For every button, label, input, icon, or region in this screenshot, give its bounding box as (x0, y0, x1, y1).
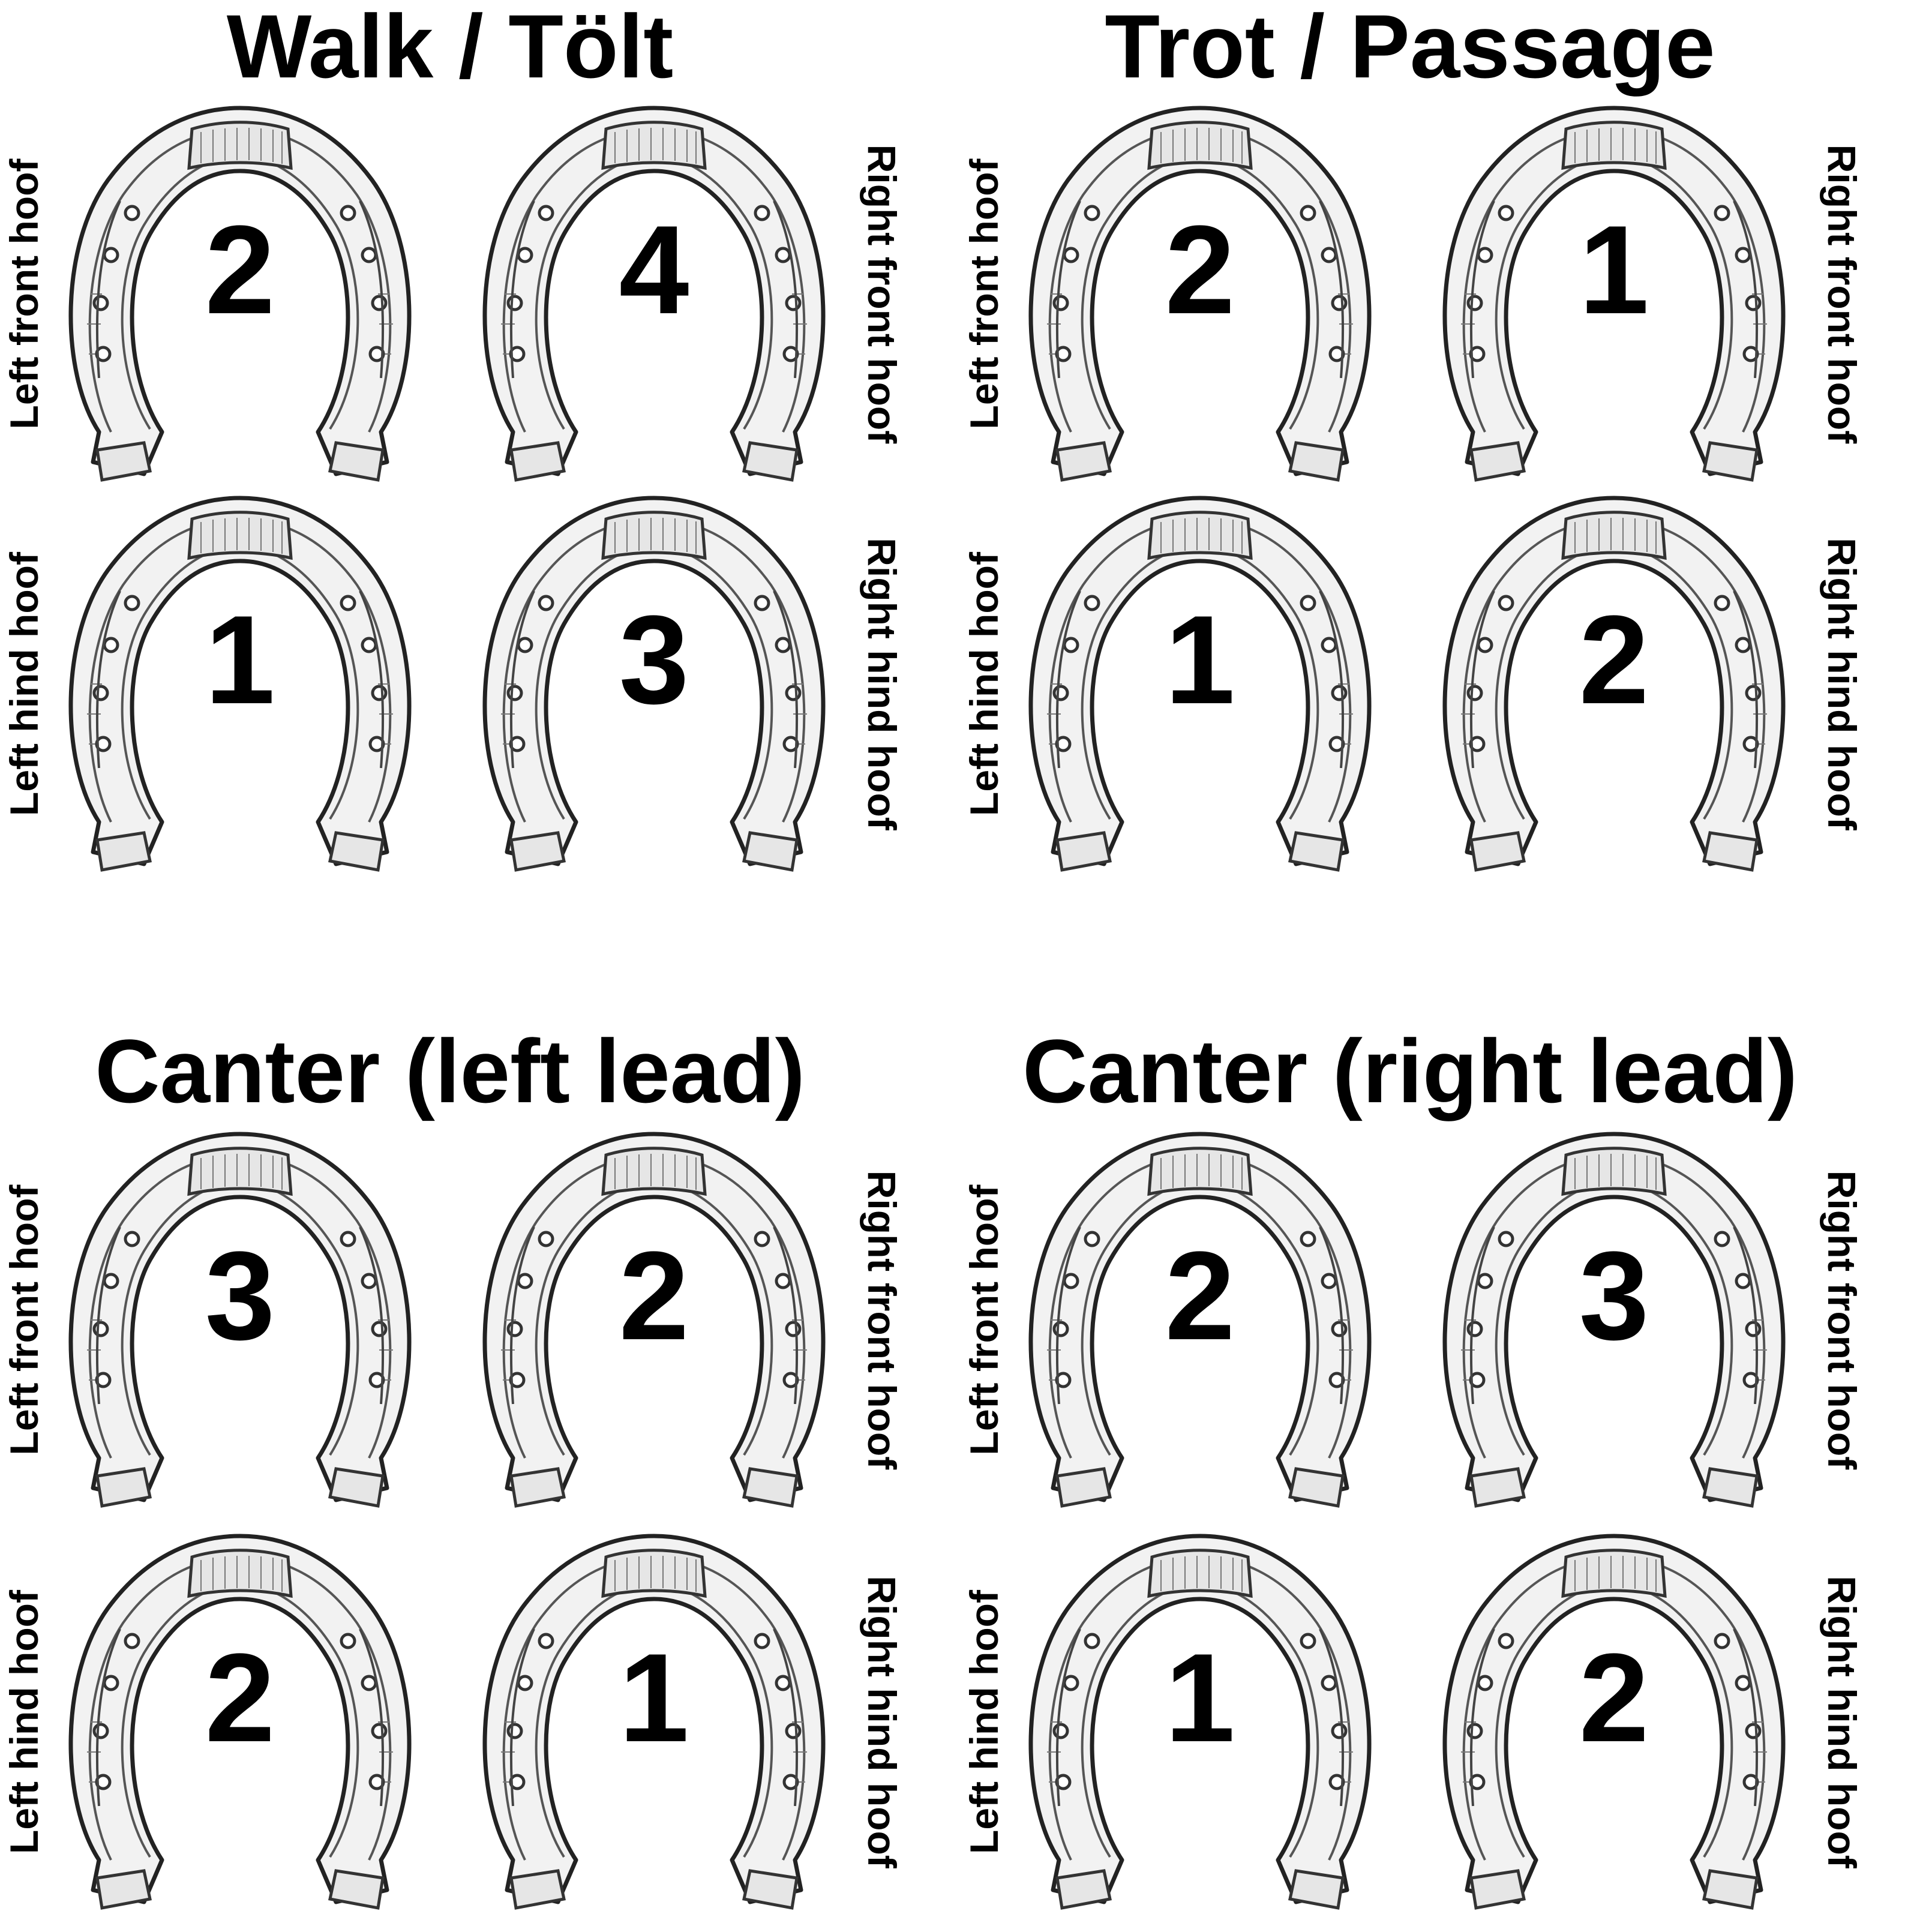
hoof-left-hind: 1 (54, 486, 426, 882)
footfall-order-number: 1 (1165, 1627, 1235, 1768)
gait-panel: Canter (right lead) 2 Left front hoof 3 Righ… (960, 960, 1920, 1920)
footfall-order-number: 4 (619, 199, 689, 340)
gait-panel: Canter (left lead) 3 Left front hoof 2 Right… (0, 960, 960, 1920)
hoof-left-hind: 2 (54, 1524, 426, 1920)
hoof-right-front: 1 (1428, 96, 1800, 492)
hoof-label-left-hind: Left hind hoof (2, 1590, 46, 1854)
gait-title: Walk / Tölt (226, 0, 674, 97)
hoof-label-left-hind: Left hind hoof (2, 552, 46, 816)
footfall-order-number: 3 (1579, 1225, 1649, 1366)
hoof-label-right-hind: Right hind hoof (1820, 1576, 1864, 1868)
hoof-right-front: 3 (1428, 1122, 1800, 1518)
footfall-order-number: 2 (1165, 1225, 1235, 1366)
hoof-right-front: 2 (468, 1122, 840, 1518)
hoof-label-left-front: Left front hoof (962, 1184, 1006, 1456)
footfall-order-number: 2 (1579, 1627, 1649, 1768)
hoof-label-right-hind: Right hind hoof (860, 538, 904, 830)
hoof-label-left-hind: Left hind hoof (962, 552, 1006, 816)
hoof-label-right-front: Right front hoof (1820, 144, 1864, 444)
hoof-left-front: 2 (1014, 96, 1386, 492)
hoof-label-left-front: Left front hoof (962, 158, 1006, 430)
hoof-left-front: 2 (54, 96, 426, 492)
footfall-order-number: 2 (205, 1627, 275, 1768)
hoof-left-front: 2 (1014, 1122, 1386, 1518)
footfall-order-number: 1 (1165, 589, 1235, 730)
footfall-order-number: 1 (619, 1627, 689, 1768)
hoof-label-right-hind: Right hind hoof (1820, 538, 1864, 830)
footfall-order-number: 2 (1579, 589, 1649, 730)
hoof-label-left-front: Left front hoof (2, 158, 46, 430)
gait-title: Canter (left lead) (95, 1021, 805, 1121)
footfall-order-number: 2 (205, 199, 275, 340)
hoof-left-front: 3 (54, 1122, 426, 1518)
gait-title: Trot / Passage (1105, 0, 1715, 97)
hoof-label-right-front: Right front hoof (1820, 1170, 1864, 1470)
footfall-order-number: 1 (1579, 199, 1649, 340)
hoof-right-hind: 1 (468, 1524, 840, 1920)
footfall-order-number: 2 (1165, 199, 1235, 340)
footfall-order-number: 3 (619, 589, 689, 730)
hoof-right-hind: 2 (1428, 1524, 1800, 1920)
hoof-right-hind: 2 (1428, 486, 1800, 882)
hoof-label-right-front: Right front hoof (860, 1170, 904, 1470)
footfall-order-number: 1 (205, 589, 275, 730)
hoof-label-right-front: Right front hoof (860, 144, 904, 444)
hoof-label-right-hind: Right hind hoof (860, 1576, 904, 1868)
gait-panel: Trot / Passage 2 Left front hoof 1 Right fro… (960, 0, 1920, 960)
footfall-order-number: 3 (205, 1225, 275, 1366)
hoof-label-left-front: Left front hoof (2, 1184, 46, 1456)
hoof-right-front: 4 (468, 96, 840, 492)
hoof-left-hind: 1 (1014, 1524, 1386, 1920)
gait-panel: Walk / Tölt 2 Left front hoof 4 Right front … (0, 0, 960, 960)
gait-title: Canter (right lead) (1022, 1021, 1798, 1121)
hoof-right-hind: 3 (468, 486, 840, 882)
hoof-left-hind: 1 (1014, 486, 1386, 882)
hoof-label-left-hind: Left hind hoof (962, 1590, 1006, 1854)
footfall-order-number: 2 (619, 1225, 689, 1366)
